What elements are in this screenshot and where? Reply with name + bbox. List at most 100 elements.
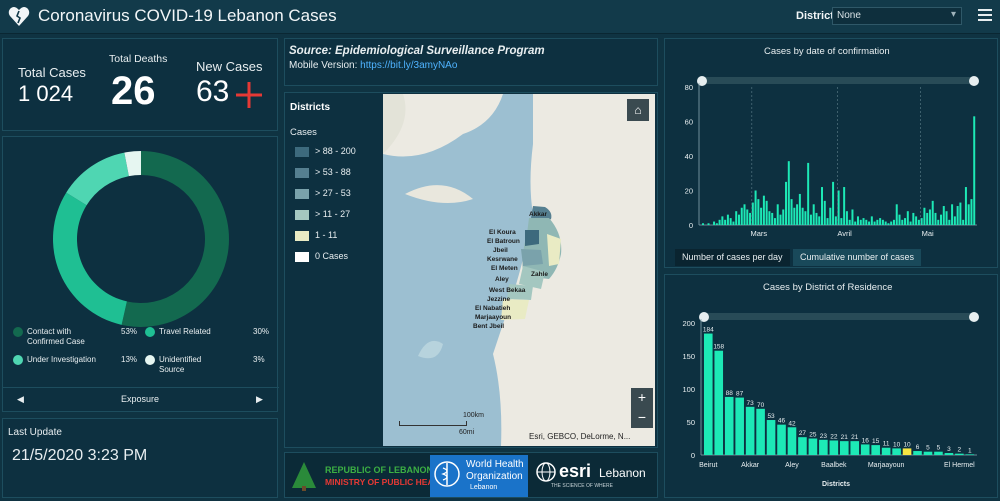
daily-bar[interactable]: [702, 223, 704, 225]
slider-handle[interactable]: [969, 312, 979, 322]
daily-bar[interactable]: [876, 219, 879, 225]
district-bar[interactable]: [724, 396, 734, 455]
slider-handle[interactable]: [969, 76, 979, 86]
daily-bar[interactable]: [796, 204, 799, 225]
district-bar[interactable]: [777, 424, 786, 455]
daily-bar[interactable]: [917, 219, 920, 225]
daily-bar[interactable]: [818, 216, 821, 225]
daily-bar[interactable]: [942, 206, 945, 225]
daily-bar[interactable]: [718, 219, 721, 225]
district-bar[interactable]: [704, 333, 713, 455]
daily-bar[interactable]: [973, 116, 976, 225]
daily-bar[interactable]: [785, 181, 788, 225]
daily-bar[interactable]: [771, 212, 774, 225]
daily-bar[interactable]: [926, 212, 929, 225]
daily-bar[interactable]: [854, 221, 857, 225]
daily-bar[interactable]: [743, 204, 746, 225]
daily-bar[interactable]: [754, 190, 757, 226]
donut-slice[interactable]: [121, 151, 230, 327]
district-bar[interactable]: [808, 438, 818, 456]
daily-bar[interactable]: [726, 214, 729, 225]
district-bar[interactable]: [955, 453, 964, 455]
district-bar[interactable]: [745, 406, 755, 455]
daily-bar[interactable]: [749, 212, 752, 225]
daily-bar[interactable]: [865, 219, 868, 225]
zoom-out-icon[interactable]: −: [631, 408, 653, 428]
daily-bar[interactable]: [768, 211, 771, 225]
daily-bar[interactable]: [773, 218, 776, 225]
daily-bar[interactable]: [762, 195, 765, 225]
daily-bar[interactable]: [959, 202, 962, 225]
daily-bar[interactable]: [840, 218, 843, 225]
district-bar[interactable]: [934, 451, 943, 455]
daily-bar[interactable]: [892, 219, 895, 225]
donut-slice[interactable]: [52, 192, 127, 325]
daily-bar[interactable]: [757, 199, 760, 225]
daily-bar[interactable]: [887, 223, 890, 225]
district-bar[interactable]: [860, 444, 870, 455]
daily-bar[interactable]: [895, 204, 898, 225]
daily-bar[interactable]: [760, 207, 763, 225]
district-bar[interactable]: [766, 420, 776, 455]
daily-bar[interactable]: [845, 211, 848, 225]
district-bar[interactable]: [913, 451, 922, 455]
daily-bar[interactable]: [779, 214, 782, 225]
daily-bar[interactable]: [790, 199, 793, 225]
district-bar[interactable]: [871, 445, 880, 455]
daily-bar[interactable]: [740, 207, 743, 225]
daily-bar[interactable]: [715, 223, 718, 225]
daily-bar[interactable]: [732, 221, 735, 225]
menu-icon[interactable]: [978, 9, 992, 23]
daily-bar[interactable]: [776, 204, 779, 225]
daily-bar[interactable]: [937, 219, 940, 225]
daily-bar[interactable]: [904, 218, 907, 225]
daily-bar[interactable]: [843, 187, 846, 225]
daily-bar[interactable]: [967, 204, 970, 225]
range-slider-track[interactable]: [701, 313, 977, 320]
daily-bar[interactable]: [856, 216, 859, 225]
slider-handle[interactable]: [697, 76, 707, 86]
daily-bar[interactable]: [793, 207, 796, 225]
daily-bar[interactable]: [823, 200, 826, 225]
daily-bar[interactable]: [832, 181, 835, 225]
daily-bar[interactable]: [713, 221, 716, 225]
daily-bar[interactable]: [945, 211, 948, 225]
tab-cases-per-day[interactable]: Number of cases per day: [675, 249, 790, 266]
daily-bar[interactable]: [906, 211, 909, 225]
daily-bar[interactable]: [901, 219, 904, 225]
daily-bar[interactable]: [931, 200, 934, 225]
daily-bar[interactable]: [868, 221, 871, 225]
daily-bar[interactable]: [873, 221, 876, 225]
district-bar[interactable]: [881, 447, 891, 455]
district-bar[interactable]: [798, 437, 807, 455]
daily-bar[interactable]: [951, 204, 954, 225]
daily-bar[interactable]: [912, 212, 915, 225]
daily-bar[interactable]: [956, 206, 959, 225]
daily-bar[interactable]: [737, 214, 740, 225]
district-bar[interactable]: [756, 408, 765, 455]
daily-bar[interactable]: [859, 219, 862, 225]
daily-bar[interactable]: [782, 209, 785, 225]
range-slider-track[interactable]: [699, 77, 977, 84]
district-bar[interactable]: [923, 451, 933, 455]
daily-bar[interactable]: [721, 216, 724, 225]
donut-slice[interactable]: [66, 152, 129, 206]
daily-bar[interactable]: [915, 216, 918, 225]
daily-bar[interactable]: [829, 207, 832, 225]
daily-bar[interactable]: [809, 214, 812, 225]
daily-bar[interactable]: [801, 207, 804, 225]
daily-bar[interactable]: [707, 223, 710, 225]
slider-handle[interactable]: [699, 312, 709, 322]
daily-bar[interactable]: [815, 212, 818, 225]
district-bar[interactable]: [902, 448, 912, 455]
daily-bar[interactable]: [870, 216, 873, 225]
daily-bar[interactable]: [890, 221, 893, 225]
daily-bar[interactable]: [837, 190, 840, 226]
daily-bar[interactable]: [735, 211, 738, 225]
daily-bar[interactable]: [804, 211, 807, 225]
home-icon[interactable]: ⌂: [627, 99, 649, 121]
district-bar[interactable]: [892, 448, 901, 455]
daily-bar[interactable]: [879, 218, 882, 225]
daily-bar[interactable]: [948, 219, 951, 225]
daily-bar[interactable]: [884, 221, 887, 225]
